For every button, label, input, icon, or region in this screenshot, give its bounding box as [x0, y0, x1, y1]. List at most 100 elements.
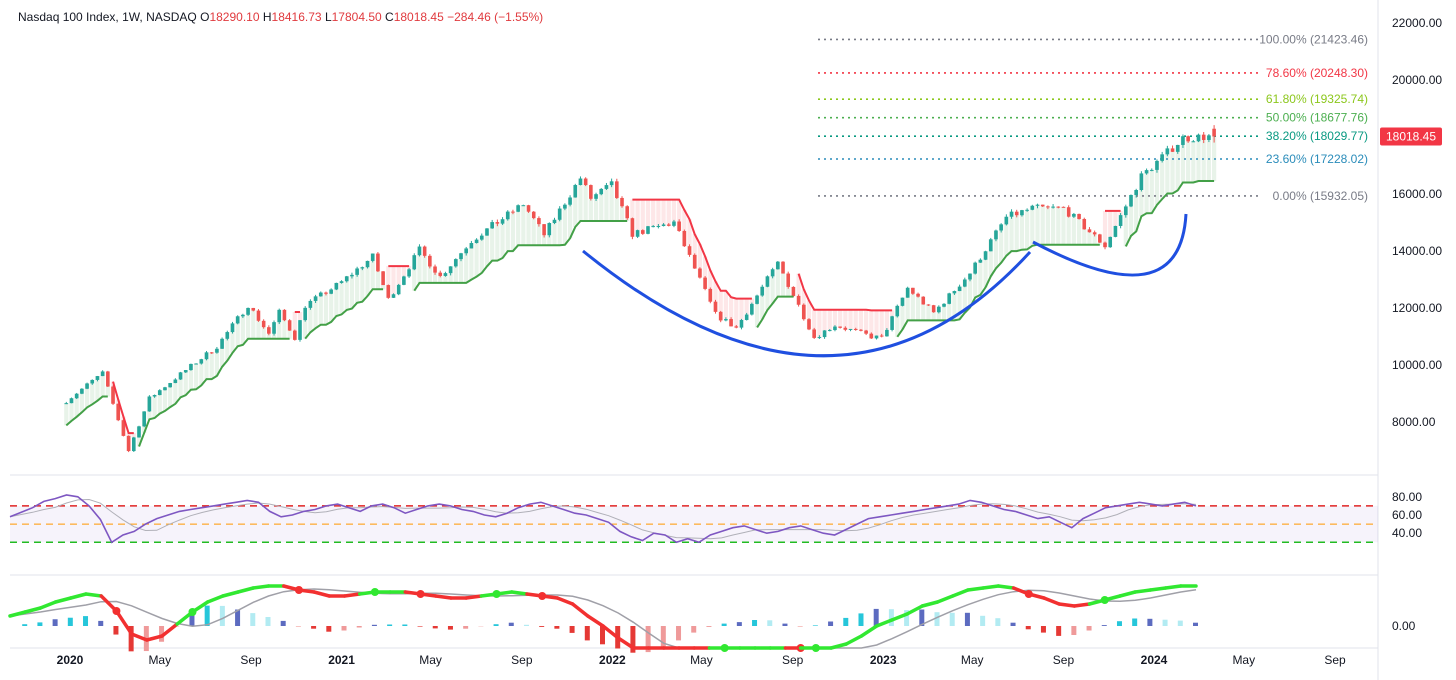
macd-histogram-bar	[265, 617, 271, 626]
candle-body	[1118, 215, 1123, 226]
macd-histogram-bar	[676, 626, 682, 641]
candle-body	[651, 226, 655, 228]
high-value: 18416.73	[271, 10, 322, 24]
macd-histogram-bar	[204, 605, 210, 626]
macd-line-segment	[1042, 596, 1061, 606]
macd-histogram-bar	[600, 626, 605, 645]
candle-body	[848, 328, 853, 330]
candle-body	[251, 307, 256, 311]
macd-histogram-bar	[37, 622, 43, 626]
macd-signal-line	[9, 588, 1197, 649]
candle-body	[417, 246, 422, 256]
macd-line-segment	[114, 609, 134, 636]
candle-body	[194, 363, 198, 365]
macd-line-segment	[890, 612, 909, 622]
macd-histogram-bar	[371, 624, 377, 626]
candle-body	[293, 330, 297, 340]
macd-line-segment	[616, 636, 636, 650]
macd-histogram-bar	[463, 626, 469, 629]
candle-body	[142, 411, 146, 427]
fib-level-label: 61.80% (19325.74)	[1266, 92, 1368, 106]
macd-histogram-bar	[1071, 626, 1077, 635]
candle-body	[926, 304, 931, 306]
candle-body	[843, 327, 848, 330]
macd-histogram-bar	[417, 626, 423, 627]
macd-histogram-bar	[1040, 626, 1046, 633]
fib-level-label: 78.60% (20248.30)	[1266, 66, 1368, 80]
candle-body	[594, 194, 598, 199]
candle-body	[807, 319, 811, 330]
rsi-tick-label: 40.00	[1392, 526, 1422, 540]
macd-histogram-bar	[447, 626, 453, 630]
macd-histogram-bar	[1086, 626, 1092, 631]
candle-body	[911, 287, 915, 294]
candle-body	[422, 246, 427, 256]
candle-body	[786, 273, 791, 287]
candle-body	[74, 393, 79, 399]
supertrend-up-line	[756, 295, 794, 328]
macd-histogram-bar	[83, 616, 89, 626]
candle-body	[703, 277, 707, 289]
candle-body	[1046, 206, 1050, 208]
candle-body	[1181, 136, 1185, 145]
candle-body	[630, 218, 635, 237]
candle-body	[428, 255, 432, 267]
macd-line-segment	[996, 584, 1016, 590]
macd-histogram-bar	[402, 624, 408, 626]
macd-histogram-bar	[508, 622, 514, 626]
candle-body	[713, 301, 718, 312]
candle-body	[1144, 170, 1149, 174]
candle-body	[599, 188, 604, 195]
candle-body	[578, 178, 583, 186]
candle-body	[448, 266, 453, 274]
candle-body	[282, 309, 287, 321]
candle-body	[542, 224, 546, 236]
candle-body	[505, 211, 510, 220]
candle-body	[760, 286, 765, 296]
candle-body	[479, 235, 484, 240]
candle-body	[1149, 169, 1154, 171]
time-tick-label: Sep	[240, 653, 262, 667]
candle-body	[973, 262, 977, 274]
candle-body	[531, 211, 536, 219]
candle-body	[869, 333, 874, 339]
candle-body	[1056, 206, 1061, 208]
candle-body	[189, 363, 193, 371]
candle-body	[298, 320, 302, 340]
candle-body	[1103, 242, 1107, 248]
candle-body	[230, 323, 235, 333]
candle-body	[495, 222, 500, 224]
candle-body	[791, 286, 796, 296]
candle-body	[937, 306, 941, 313]
candle-body	[1066, 207, 1071, 217]
candle-body	[329, 289, 333, 294]
supertrend-up-line	[304, 288, 384, 340]
candle-body	[1061, 206, 1066, 208]
candle-body	[355, 268, 359, 275]
macd-histogram-bar	[736, 622, 742, 626]
candle-body	[225, 332, 230, 339]
candle-body	[864, 330, 868, 334]
grid	[10, 0, 1379, 680]
supertrend	[65, 180, 1215, 447]
candle-body	[246, 307, 250, 315]
candle-body	[900, 297, 905, 306]
macd-histogram-bar	[1132, 618, 1138, 626]
candle-body	[739, 319, 744, 328]
candle-body	[80, 388, 84, 394]
macd-histogram-bar	[159, 626, 165, 642]
candle-body	[853, 328, 858, 330]
rsi-tick-label: 80.00	[1392, 490, 1422, 504]
candle-body	[677, 221, 681, 231]
candle-body	[1196, 134, 1201, 142]
supertrend-up-line	[896, 243, 1100, 338]
macd-line-segment	[342, 592, 362, 598]
candle-body	[646, 226, 650, 234]
macd-histogram-bar	[584, 626, 590, 641]
candle-body	[557, 208, 562, 220]
axes: 8000.00 10000.00 12000.00 14000.00 16000.00 1…	[57, 16, 1443, 667]
price-tick-label: 10000.00	[1392, 358, 1442, 372]
macd-histogram-bar	[1010, 622, 1016, 626]
candle-body	[952, 291, 957, 294]
